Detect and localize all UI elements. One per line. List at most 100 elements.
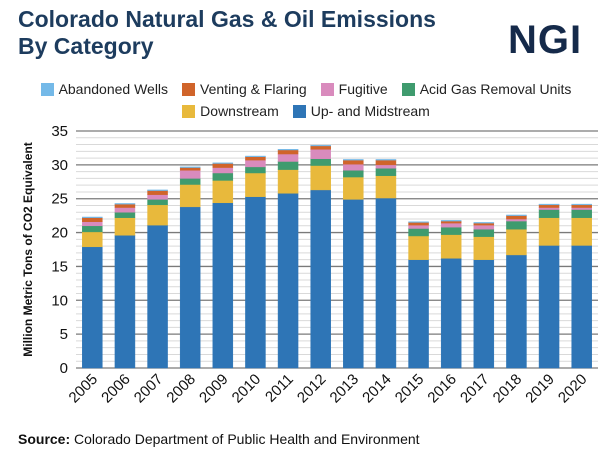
title-line-2: By Category [18,33,154,59]
bar-segment [473,222,495,224]
bar-segment [538,209,560,218]
bar-segment [82,231,103,248]
bar-segment [408,224,429,229]
bar-segment [277,149,299,151]
legend-swatch [182,82,196,96]
x-tick-label: 2010 [229,371,265,407]
bar-segment [82,217,103,222]
bar-segment [506,254,527,369]
legend-swatch [401,82,415,96]
bar-segment [571,207,592,210]
bar-segment [538,217,560,246]
legend-item: Fugitive [320,81,388,97]
bar-segment [277,149,299,155]
x-tick-label: 2009 [196,371,232,407]
legend-item: Abandoned Wells [40,81,169,97]
ngi-logo: NGI [508,18,583,62]
x-tick-label: 2018 [490,371,526,407]
bar-segment [506,228,527,256]
bar-segment [245,166,266,174]
bar-segment [179,184,201,208]
bar-segment [440,258,462,369]
legend-label: Fugitive [338,81,388,97]
bar-segment [310,189,331,369]
bar-segment [245,155,266,157]
chart-title: Colorado Natural Gas & Oil Emissions By … [18,6,436,60]
legend-item: Venting & Flaring [182,81,307,97]
bar-segment [375,164,397,169]
bar-segment [343,163,364,171]
legend-item: Downstream [182,103,279,119]
x-tick-label: 2014 [359,371,395,407]
legend-label: Up- and Midstream [310,103,430,119]
bar-segment [114,203,136,205]
x-tick-label: 2007 [131,371,167,407]
bar-segment [179,206,201,369]
bar-segment [375,159,397,166]
x-tick-label: 2019 [522,371,558,407]
bar-segment [473,259,495,369]
legend-swatch [182,104,196,118]
y-tick-label: 10 [51,292,68,309]
y-tick-label: 35 [51,123,68,140]
title-line-1: Colorado Natural Gas & Oil Emissions [18,6,436,32]
bar-segment [212,163,234,168]
legend-swatch [40,82,54,96]
bar-segment [375,159,397,161]
x-tick-label: 2017 [457,371,493,407]
bar-segment [571,245,592,369]
legend-label: Acid Gas Removal Units [419,81,572,97]
bar-segment [179,167,201,171]
bar-segment [179,178,201,185]
y-tick-label: 0 [60,360,68,377]
bar-segment [473,224,495,230]
bar-segment [506,214,527,216]
bar-segment [245,172,266,197]
bar-segment [310,149,331,160]
bar-segment [179,170,201,179]
legend-label: Abandoned Wells [58,81,169,97]
bar-segment [212,180,234,204]
bar-segment [343,176,364,200]
y-tick-label: 30 [51,157,68,174]
x-tick-label: 2005 [66,371,102,407]
bar-segment [408,259,429,369]
bar-segment [179,166,201,168]
legend-item: Up- and Midstream [292,103,430,119]
bar-segment [147,224,168,369]
bar-segment [114,207,136,213]
bar-segment [310,158,331,166]
bar-segment [440,222,462,228]
bar-segment [277,169,299,194]
bar-segment [343,159,364,165]
x-tick-label: 2006 [98,371,134,407]
y-axis-label: Million Metric Tons of CO2 Equivalent [21,142,35,356]
bar-segment [538,204,560,208]
bar-segment [343,170,364,178]
bar-segment [212,172,234,181]
bar-segment [571,204,592,208]
x-tick-label: 2013 [327,371,363,407]
bar-segment [538,207,560,210]
bar-segment [277,161,299,170]
bar-segment [506,218,527,222]
legend-swatch [292,104,306,118]
bar-segment [147,194,168,200]
bar-segment [82,221,103,227]
y-tick-label: 15 [51,258,68,275]
bar-segment [82,225,103,233]
bar-segment [506,220,527,230]
y-tick-label: 25 [51,191,68,208]
bar-segment [147,199,168,206]
bar-segment [147,189,168,191]
legend-row-1: Abandoned Wells Venting & Flaring Fugitive… [0,81,612,97]
y-tick-label: 20 [51,225,68,242]
bar-segment [310,144,331,147]
x-tick-label: 2015 [392,371,428,407]
bar-segment [114,212,136,218]
bar-segment [147,190,168,195]
bar-segment [408,235,429,260]
bar-segment [277,193,299,369]
bar-segment [440,220,462,222]
bar-segment [440,220,462,224]
